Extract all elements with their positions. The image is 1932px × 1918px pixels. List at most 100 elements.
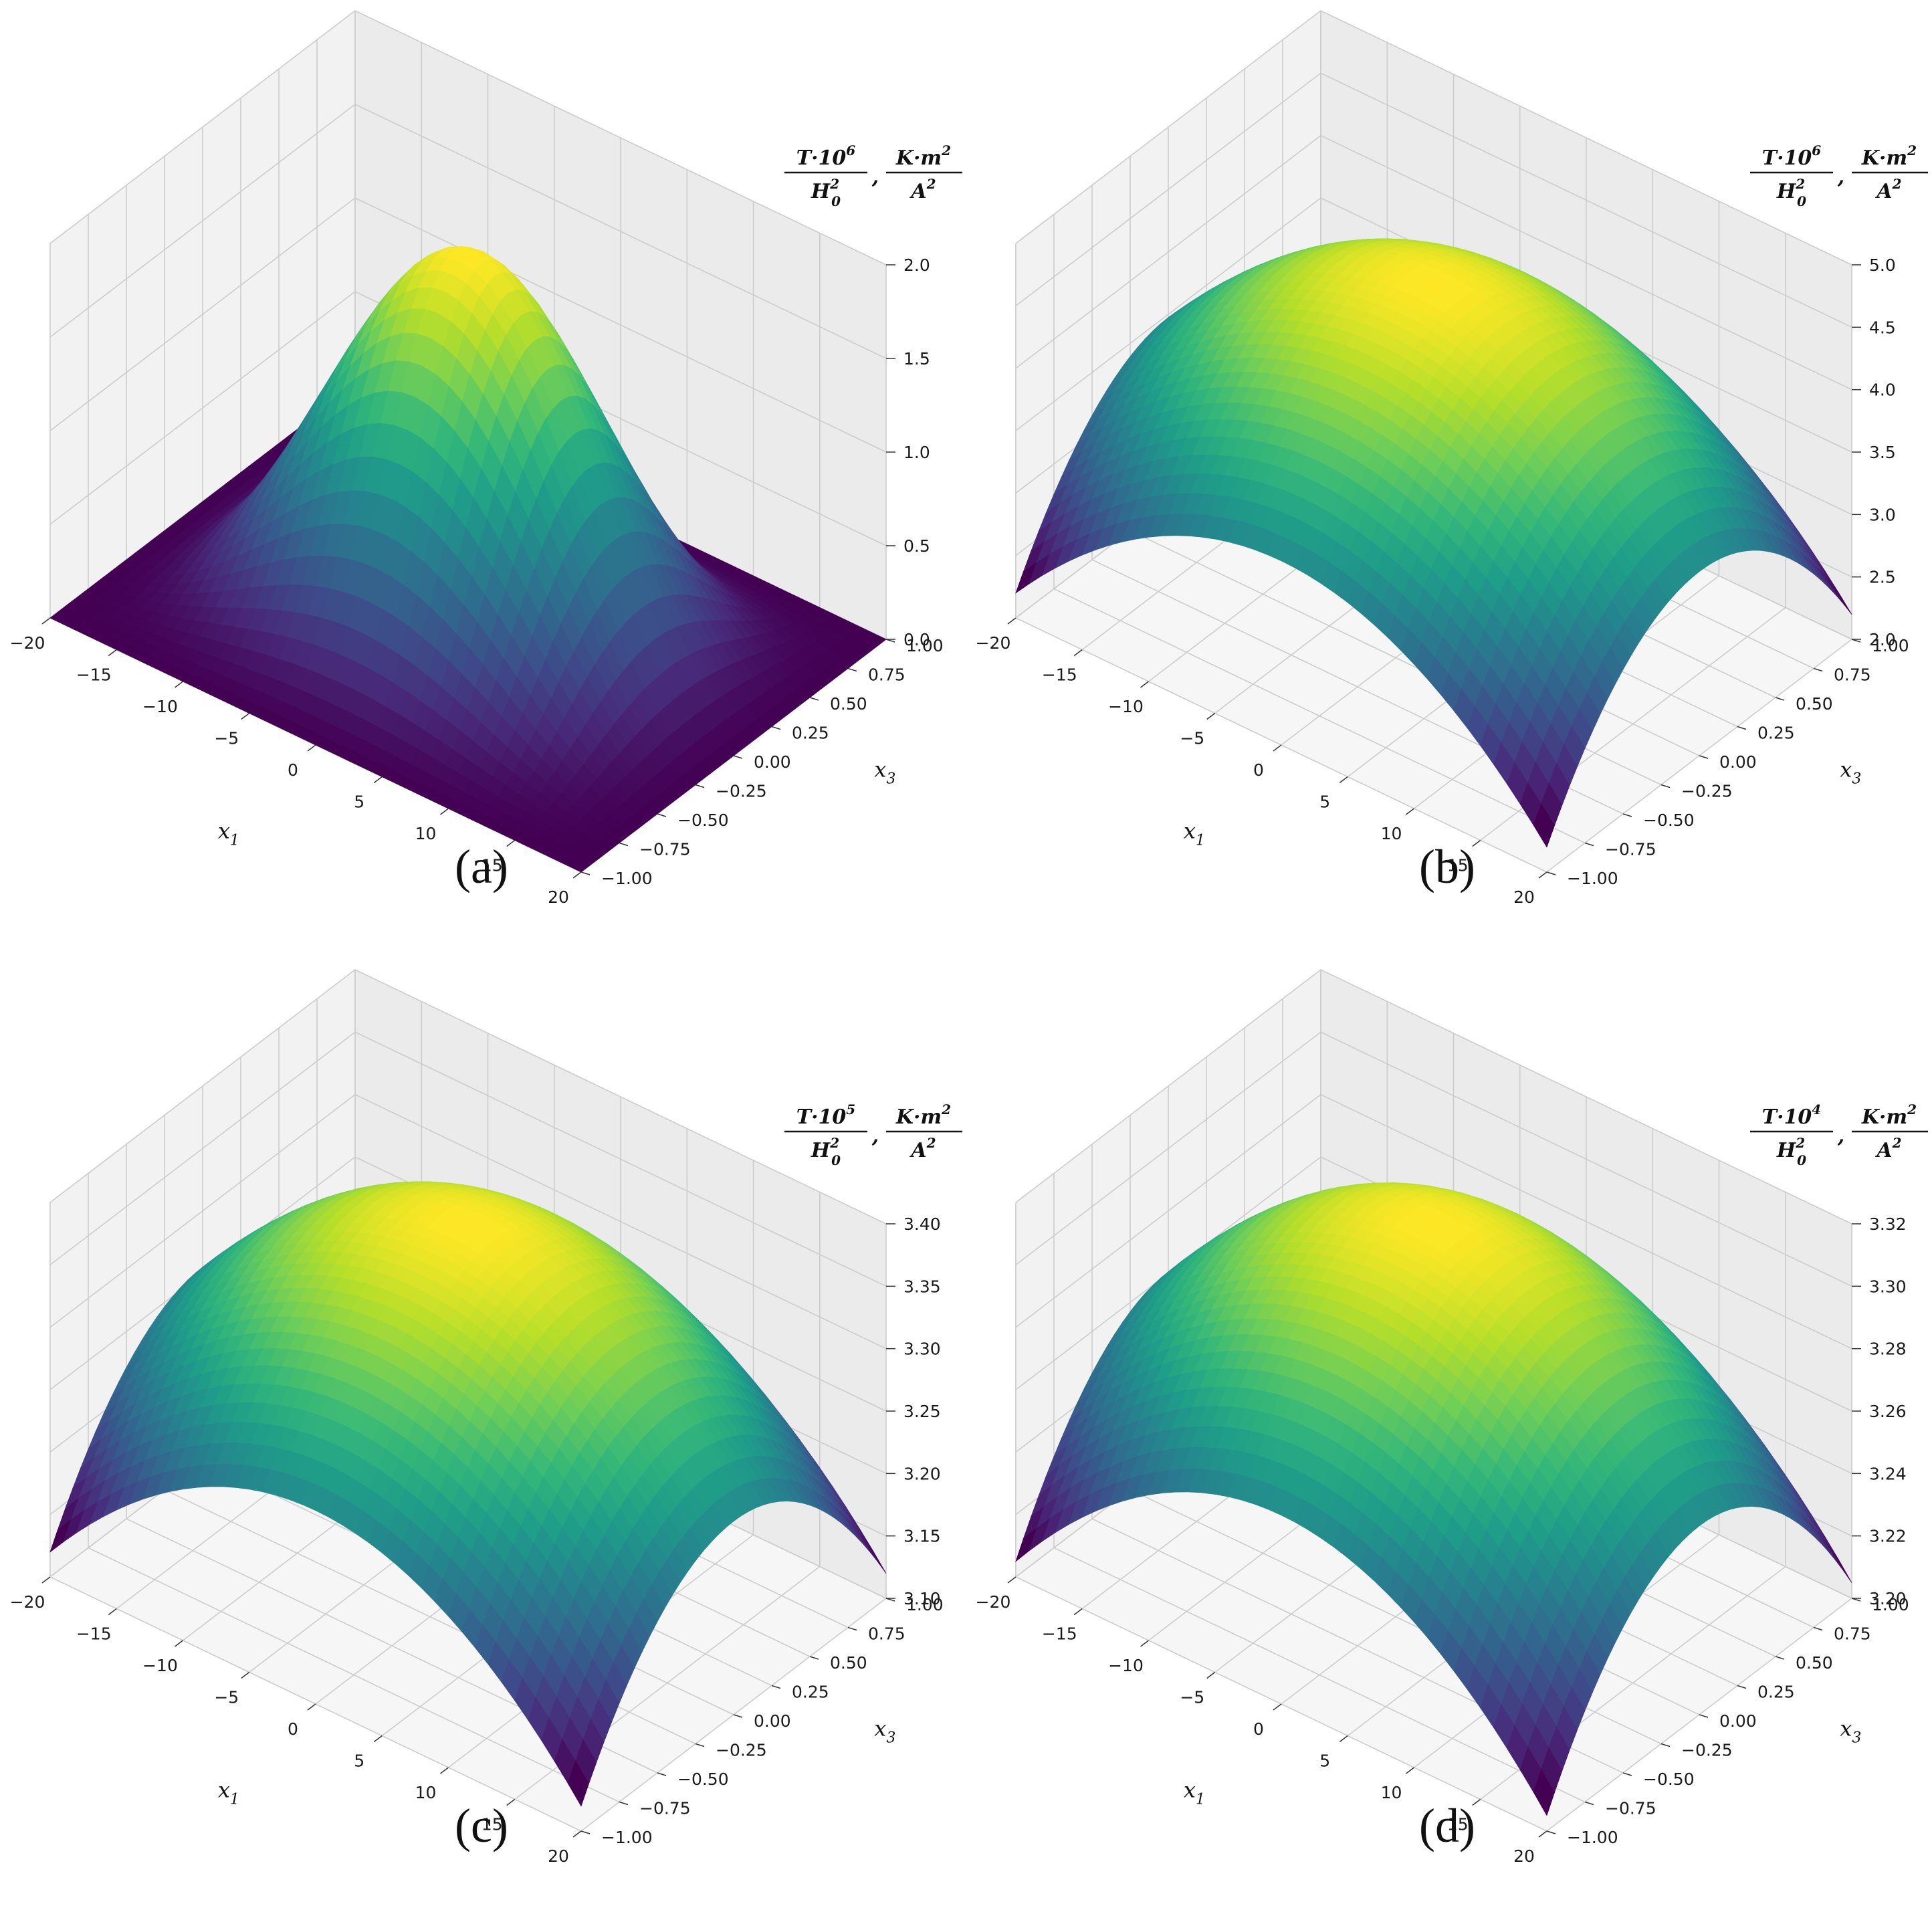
tick-mark-x1 (572, 871, 582, 879)
tick-label-z: 0.5 (903, 536, 930, 556)
tick-label-x3: 0.50 (1796, 694, 1833, 714)
axis-label-x1: x1 (218, 819, 239, 849)
axis-label-x1-sub: 1 (1196, 833, 1205, 849)
tick-mark-x1 (1007, 617, 1016, 625)
z-label-numerator: T·106 (1762, 142, 1822, 170)
tick-label-x1: 0 (1253, 760, 1264, 780)
z-label-num-exp: 6 (1812, 142, 1821, 158)
tick-mark-x1 (1538, 871, 1547, 879)
tick-label-x1: 20 (548, 887, 569, 907)
panel-label: (a) (455, 840, 508, 893)
axis-label-x1: x1 (1184, 819, 1205, 849)
z-label-denominator: H2 0 (811, 176, 841, 209)
z-label-den-sub: 0 (831, 193, 841, 209)
z-label-num-exp: 6 (846, 142, 855, 158)
tick-label-x3: −0.75 (639, 840, 691, 859)
tick-mark-x3 (1699, 755, 1709, 759)
tick-mark-x3 (771, 726, 781, 730)
tick-mark-x3 (619, 842, 629, 847)
tick-label-x1: 10 (415, 824, 437, 843)
axis-label-x3-sub: 3 (1852, 770, 1861, 787)
tick-label-x1: −10 (1108, 697, 1144, 716)
tick-label-x1: 5 (354, 792, 364, 812)
tick-label-x1: −5 (1180, 729, 1204, 748)
z-label-separator: , (1837, 165, 1844, 189)
z-label-den-sup: 2 (829, 176, 839, 192)
tick-label-x3: 0.25 (792, 724, 829, 743)
z-label-separator: , (871, 165, 879, 189)
tick-mark-x3 (847, 667, 857, 672)
tick-mark-x3 (1737, 726, 1747, 730)
subplot-c: −20−15−10−505101520−1.00−0.75−0.50−0.250… (10, 968, 962, 1866)
tick-mark-x3 (657, 813, 667, 817)
panel-label: (b) (1419, 840, 1475, 893)
z-label-den-sup: 2 (1795, 176, 1805, 192)
tick-mark-x3 (1546, 871, 1556, 875)
tick-label-x1: −15 (76, 665, 112, 685)
tick-label-x3: −0.25 (1681, 782, 1733, 801)
tick-label-z: 5.0 (1869, 255, 1896, 275)
axis-label-x3: x3 (1840, 756, 1861, 787)
axis-label-x1-sub: 1 (230, 833, 239, 849)
tick-mark-x3 (809, 697, 819, 701)
tick-mark-x3 (1813, 667, 1823, 672)
subplot-b: −20−15−10−505101520−1.00−0.75−0.50−0.250… (976, 9, 1928, 907)
tick-label-z: 2.0 (903, 255, 930, 275)
z-label-unit-exp: 2 (1907, 142, 1917, 158)
tick-label-x1: 20 (1513, 887, 1535, 907)
subplot-a: −20−15−10−505101520−1.00−0.75−0.50−0.250… (10, 9, 962, 907)
tick-label-x3: 0.50 (830, 694, 867, 714)
tick-mark-x1 (307, 744, 316, 752)
tick-mark-x1 (41, 617, 51, 625)
tick-label-z: 3.0 (1869, 505, 1896, 524)
z-label-unit-denominator: A2 (909, 176, 936, 203)
tick-mark-x1 (1206, 712, 1216, 720)
gridline-z (49, 104, 887, 359)
tick-label-x3: −0.75 (1605, 840, 1656, 859)
axis-label-x3: x3 (874, 756, 895, 787)
tick-label-z: 4.5 (1869, 318, 1896, 337)
tick-label-z: 2.0 (1869, 630, 1896, 649)
tick-label-x1: 10 (1381, 824, 1402, 843)
tick-label-x3: −0.25 (716, 782, 767, 801)
tick-mark-x3 (580, 871, 591, 875)
tick-label-x3: 0.00 (754, 752, 791, 772)
tick-label-x1: −15 (1042, 665, 1077, 685)
gridline-z (49, 10, 887, 265)
tick-mark-x3 (695, 784, 705, 788)
tick-label-x3: −0.50 (677, 811, 729, 830)
tick-label-z: 3.5 (1869, 443, 1896, 462)
z-label-unit-den-exp: 2 (926, 176, 936, 192)
z-label-unit-numerator: K·m2 (895, 142, 951, 170)
tick-mark-x1 (373, 776, 383, 784)
tick-mark-x3 (1775, 697, 1785, 701)
tick-mark-x1 (1339, 776, 1348, 784)
z-label-unit-den-exp: 2 (1892, 176, 1902, 192)
tick-label-x1: 5 (1319, 792, 1330, 812)
surface (49, 246, 887, 873)
tick-label-x1: −20 (976, 633, 1011, 653)
gridline-z (49, 197, 887, 453)
z-label-unit-numerator: K·m2 (1861, 142, 1917, 170)
tick-label-x3: 0.25 (1757, 724, 1795, 743)
z-label-denominator: H2 0 (1776, 176, 1806, 209)
tick-label-x3: −1.00 (601, 869, 653, 888)
tick-label-x3: −1.00 (1567, 869, 1618, 888)
tick-mark-x3 (1660, 784, 1671, 788)
tick-label-x1: 0 (288, 760, 298, 780)
tick-mark-x3 (1622, 813, 1632, 817)
z-label-unit-denominator: A2 (1874, 176, 1901, 203)
tick-mark-x1 (241, 712, 250, 720)
tick-label-x1: −10 (142, 697, 178, 716)
tick-label-x1: −5 (214, 729, 239, 748)
tick-mark-x1 (1406, 808, 1414, 815)
tick-label-x3: 0.75 (1834, 665, 1871, 685)
tick-label-z: 0.0 (903, 630, 930, 649)
tick-mark-x3 (733, 755, 743, 759)
gridline-z (49, 291, 887, 546)
tick-mark-x1 (108, 649, 117, 657)
z-label-unit-exp: 2 (941, 142, 951, 158)
